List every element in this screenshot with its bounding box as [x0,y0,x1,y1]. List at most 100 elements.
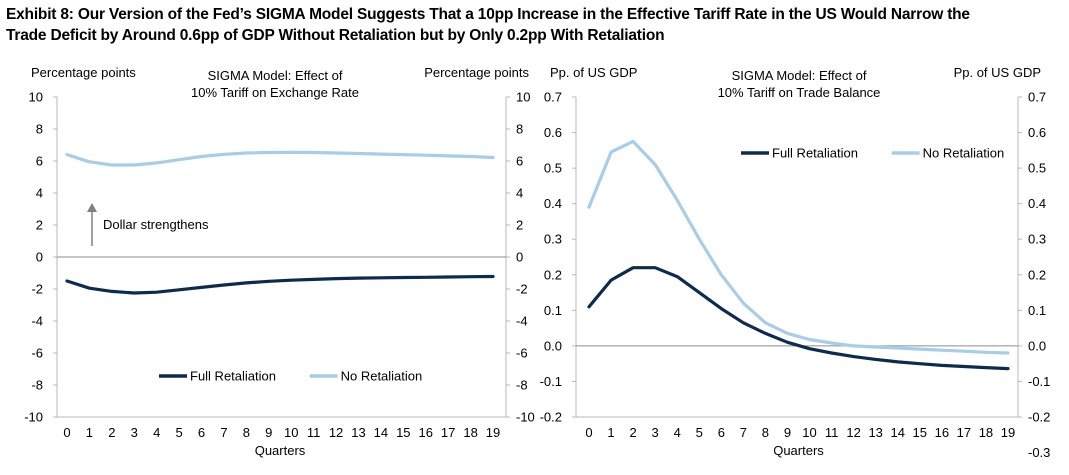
x-tick-label: 6 [718,425,725,440]
y-tick-label-right: 0.3 [1028,232,1046,247]
x-tick-label: 6 [198,425,205,440]
y-tick-label-right: -2 [516,282,528,297]
x-tick-label: 19 [486,425,500,440]
x-tick-label: 12 [846,425,860,440]
y-tick-label-right: 0.6 [1028,125,1046,140]
y-tick-label-left: -2 [31,282,43,297]
x-tick-label: 17 [957,425,971,440]
y-tick-label-right: 0 [516,250,523,265]
y-tick-label-left: -0.2 [540,410,562,425]
x-tick-label: 3 [652,425,659,440]
y-tick-label-right: 0.5 [1028,161,1046,176]
arrow-up-icon [87,203,97,212]
legend-label: No Retaliation [341,369,423,384]
y-tick-label-right: 6 [516,154,523,169]
x-tick-label: 13 [351,425,365,440]
x-tick-label: 2 [108,425,115,440]
y-tick-label-left: 4 [36,186,43,201]
y-tick-label-right: 0.2 [1028,267,1046,282]
x-tick-label: 12 [329,425,343,440]
x-axis-label: Quarters [255,443,306,458]
y-tick-label-left: 0.1 [544,303,562,318]
x-tick-label: 14 [891,425,905,440]
x-tick-label: 5 [696,425,703,440]
legend-label: Full Retaliation [772,146,858,161]
x-tick-label: 0 [63,425,70,440]
x-tick-label: 18 [979,425,993,440]
exhibit-title-line-1: Exhibit 8: Our Version of the Fed’s SIGM… [6,6,970,23]
y-tick-label-left: -6 [31,346,43,361]
chart-title-line: 10% Tariff on Trade Balance [718,85,881,100]
y-axis-label-right: Percentage points [424,65,529,80]
x-tick-label: 3 [131,425,138,440]
y-tick-label-right: 0.7 [1028,90,1046,105]
y-tick-label-right: 0.1 [1028,303,1046,318]
y-tick-label-left: -4 [31,314,43,329]
y-tick-label-left: 8 [36,122,43,137]
legend-label: No Retaliation [923,146,1005,161]
y-tick-label-left: -10 [24,410,43,425]
x-tick-label: 19 [1001,425,1015,440]
x-tick-label: 8 [762,425,769,440]
x-tick-label: 7 [220,425,227,440]
y-tick-label-left: 0 [36,250,43,265]
x-tick-label: 9 [784,425,791,440]
x-tick-label: 16 [935,425,949,440]
y-tick-label-left: 0.6 [544,125,562,140]
y-tick-label-right: -8 [516,378,528,393]
chart-title-line: 10% Tariff on Exchange Rate [191,85,359,100]
x-tick-label: 10 [802,425,816,440]
series-line-no-retaliation [65,150,495,167]
y-tick-label-right: -0.1 [1028,374,1050,389]
y-tick-label-left: 6 [36,154,43,169]
legend-label: Full Retaliation [190,369,276,384]
y-tick-label-right: 0.0 [1028,338,1046,353]
y-tick-label-left: -0.1 [540,374,562,389]
x-tick-label: 10 [284,425,298,440]
y-axis-label-left: Percentage points [31,65,136,80]
y-tick-label-right: -0.3 [1028,445,1050,460]
y-tick-label-right: 4 [516,186,523,201]
x-tick-label: 14 [374,425,388,440]
series-line-no-retaliation [587,139,1010,355]
exhibit-title: Exhibit 8: Our Version of the Fed’s SIGM… [6,4,1066,46]
y-tick-label-left: 10 [29,90,43,105]
y-tick-label-right: -6 [516,346,528,361]
x-tick-label: 11 [307,425,321,440]
y-axis-label-right: Pp. of US GDP [954,65,1041,80]
x-tick-label: 11 [825,425,839,440]
y-axis-label-left: Pp. of US GDP [550,65,637,80]
y-tick-label-left: 0.2 [544,267,562,282]
y-tick-label-right: 2 [516,218,523,233]
series-line-full-retaliation [587,266,1010,371]
y-tick-label-left: 0.5 [544,161,562,176]
x-tick-label: 4 [674,425,681,440]
y-tick-label-right: -0.2 [1028,410,1050,425]
x-tick-label: 18 [463,425,477,440]
chart-panel-2: 0.7 0.6 0.5 0.4 0.3 0.2 0.1 0.0 -0.1 -0.2 0.7 0.6 0.… [540,65,1051,460]
x-tick-label: 2 [629,425,636,440]
y-tick-label-right: 10 [516,90,530,105]
chart-title-line: SIGMA Model: Effect of [732,68,867,83]
y-tick-label-left: 0.3 [544,232,562,247]
x-tick-label: 1 [86,425,93,440]
y-tick-label-right: -10 [516,410,535,425]
y-tick-label-right: -4 [516,314,528,329]
x-tick-label: 8 [243,425,250,440]
x-tick-label: 7 [740,425,747,440]
annotation-dollar-strengthens: Dollar strengthens [87,203,209,246]
y-tick-label-left: 0.4 [544,196,562,211]
y-tick-label-right: 0.4 [1028,196,1046,211]
x-tick-label: 17 [441,425,455,440]
exhibit-title-line-2: Trade Deficit by Around 0.6pp of GDP Wit… [6,27,665,44]
chart-title-line: SIGMA Model: Effect of [208,68,343,83]
y-tick-label-right: 8 [516,122,523,137]
x-tick-label: 4 [153,425,160,440]
x-tick-label: 15 [913,425,927,440]
x-tick-label: 16 [419,425,433,440]
x-tick-label: 1 [607,425,614,440]
annotation-label: Dollar strengthens [103,217,209,232]
x-tick-label: 13 [868,425,882,440]
